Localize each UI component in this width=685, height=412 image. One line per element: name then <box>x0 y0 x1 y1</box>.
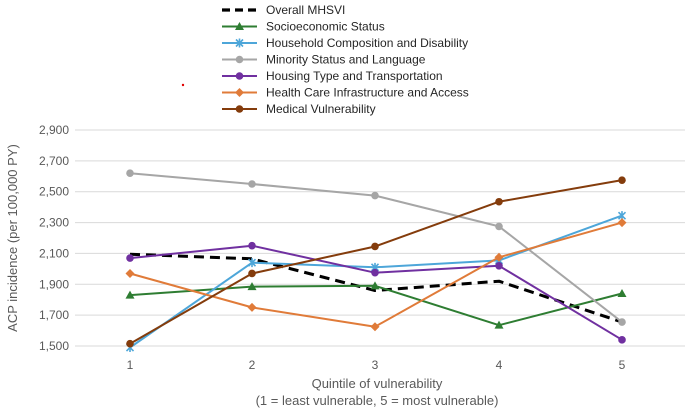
data-point <box>126 339 134 348</box>
data-point <box>248 269 256 278</box>
data-point <box>125 290 135 299</box>
data-point <box>371 191 379 200</box>
y-tick-label: 2,100 <box>39 246 69 260</box>
stray-dot <box>181 83 185 87</box>
legend-entry: Minority Status and Language <box>222 53 426 67</box>
legend-entry: Housing Type and Transportation <box>222 69 443 83</box>
data-point <box>248 241 256 250</box>
series-4 <box>126 241 626 344</box>
data-point <box>126 254 134 262</box>
data-point <box>495 222 503 231</box>
y-tick-label: 2,700 <box>39 154 69 168</box>
x-tick-label: 4 <box>496 358 503 372</box>
y-axis-ticks: 1,500 1,700 1,900 2,100 2,300 2,500 2,700 2,900 <box>39 123 69 353</box>
data-point <box>618 176 626 184</box>
data-point <box>495 261 503 270</box>
series-line <box>129 252 623 324</box>
legend-entry: Socioeconomic Status <box>222 20 385 34</box>
y-tick-label: 1,500 <box>39 339 69 353</box>
legend-label: Housing Type and Transportation <box>266 69 443 83</box>
legend-marker <box>235 55 244 64</box>
y-tick-label: 1,900 <box>39 277 69 291</box>
legend-entry: Health Care Infrastructure and Access <box>222 86 469 100</box>
legend-marker <box>235 22 244 30</box>
legend-entry: Overall MHSVI <box>222 3 345 17</box>
x-tick-label: 5 <box>619 358 626 372</box>
x-tick-label: 2 <box>249 358 256 372</box>
y-tick-label: 2,500 <box>39 185 69 199</box>
legend-label: Minority Status and Language <box>266 53 426 67</box>
data-point <box>370 322 380 332</box>
legend-label: Socioeconomic Status <box>266 20 385 34</box>
y-tick-label: 2,900 <box>39 123 69 137</box>
data-point <box>617 218 627 228</box>
data-point <box>617 289 627 298</box>
y-axis-title: ACP incidence (per 100,000 PY) <box>5 144 20 332</box>
series-6 <box>126 176 626 348</box>
data-point <box>125 268 135 278</box>
series-line <box>129 284 623 327</box>
series-1 <box>125 281 627 329</box>
legend-marker <box>235 105 244 113</box>
y-tick-label: 1,700 <box>39 308 69 322</box>
data-point <box>618 336 626 344</box>
legend-marker <box>235 38 244 48</box>
data-point <box>370 281 380 290</box>
data-point <box>247 258 257 268</box>
data-point <box>247 282 257 291</box>
data-point <box>495 197 503 206</box>
x-axis-ticks: 1 2 3 4 5 <box>127 358 626 372</box>
series-0 <box>129 252 623 324</box>
x-axis-title: Quintile of vulnerability <box>312 376 443 391</box>
legend-marker <box>235 88 244 97</box>
data-point <box>371 268 379 277</box>
series-2 <box>125 211 627 353</box>
gridlines <box>75 129 685 347</box>
legend-label: Household Composition and Disability <box>266 36 468 50</box>
data-point <box>618 318 626 326</box>
legend-label: Health Care Infrastructure and Access <box>266 86 469 100</box>
data-point <box>126 169 134 177</box>
data-point <box>248 180 256 188</box>
series-3 <box>126 169 626 326</box>
data-point <box>494 252 504 262</box>
x-axis-subtitle: (1 = least vulnerable, 5 = most vulnerab… <box>256 393 499 408</box>
data-point <box>247 302 257 312</box>
series-line <box>129 179 623 345</box>
legend-label: Medical Vulnerability <box>266 102 376 116</box>
legend-label: Overall MHSVI <box>266 3 345 17</box>
data-point <box>494 320 504 329</box>
legend-entry: Medical Vulnerability <box>222 102 376 116</box>
legend: Overall MHSVI Socioeconomic Status Househo… <box>222 3 469 116</box>
x-tick-label: 3 <box>372 358 379 372</box>
legend-marker <box>235 72 244 80</box>
y-tick-label: 2,300 <box>39 216 69 230</box>
legend-entry: Household Composition and Disability <box>222 36 468 50</box>
x-tick-label: 1 <box>127 358 134 372</box>
series-layer <box>125 169 627 353</box>
data-point <box>371 242 379 251</box>
